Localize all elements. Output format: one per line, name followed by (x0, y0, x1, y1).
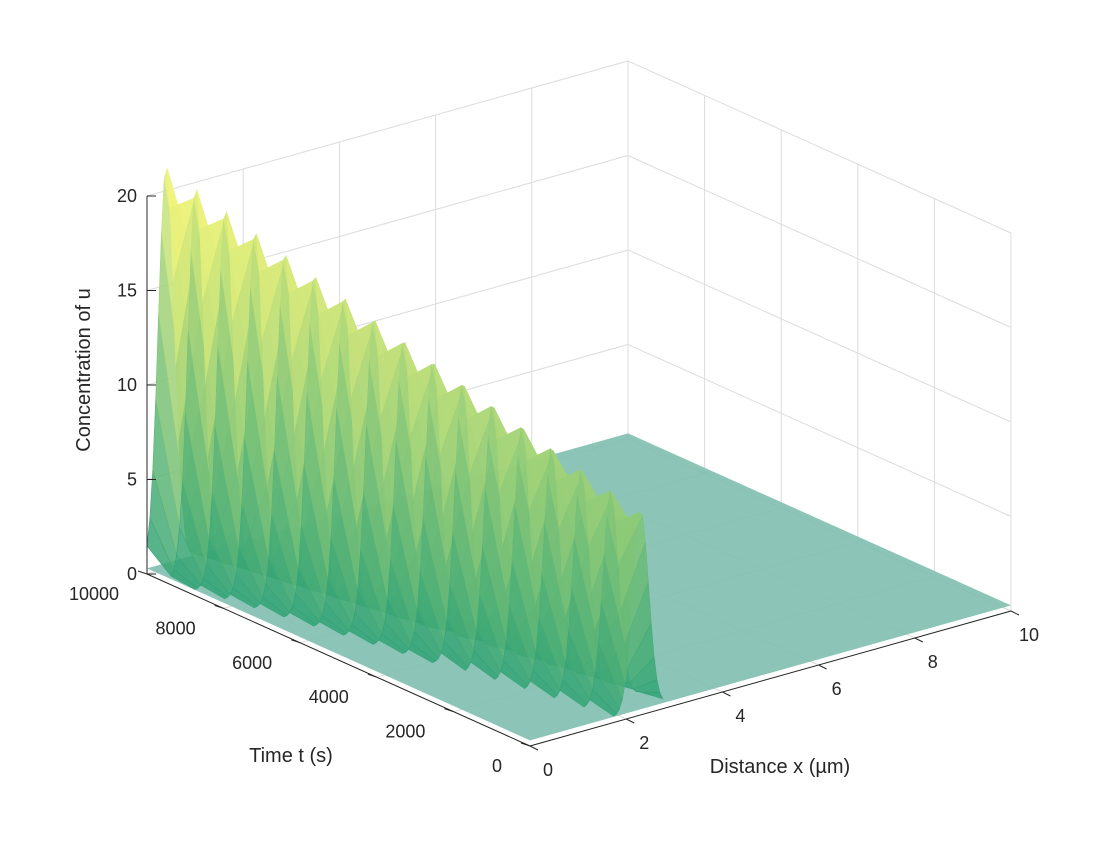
gridline-z-side-5 (627, 344, 1012, 517)
y-tick-mark-0 (520, 742, 531, 747)
x-axis-label: Distance x (µm) (710, 756, 850, 778)
gridline-z-side-10 (627, 249, 1012, 423)
z-tick-label-15: 15 (117, 281, 137, 301)
x-tick-label-0: 0 (543, 760, 553, 780)
x-tick-mark-0 (529, 745, 539, 751)
x-tick-mark-10 (1010, 610, 1020, 616)
y-tick-label-4000: 4000 (309, 687, 349, 707)
x-tick-mark-8 (914, 637, 924, 643)
x-tick-label-10: 10 (1019, 625, 1039, 645)
y-tick-mark-8000 (214, 604, 224, 609)
y-tick-label-10000: 10000 (69, 584, 119, 604)
x-tick-label-4: 4 (735, 706, 745, 726)
y-tick-label-2000: 2000 (385, 722, 425, 742)
x-tick-label-6: 6 (832, 679, 842, 699)
y-tick-mark-4000 (367, 673, 377, 678)
x-tick-label-8: 8 (928, 652, 938, 672)
axis-ticks: 0 2 4 6 8 10 0 2000 4000 6000 8000 10000 0 5 10 15 20 (69, 186, 1039, 780)
y-tick-label-8000: 8000 (156, 618, 196, 638)
x-tick-mark-4 (722, 691, 731, 697)
z-tick-label-0: 0 (127, 564, 137, 584)
x-tick-label-2: 2 (639, 733, 649, 753)
surface-patch (635, 691, 664, 700)
y-tick-mark-6000 (291, 639, 301, 644)
concentration-surface (146, 167, 1011, 741)
x-tick-mark-6 (818, 664, 827, 670)
z-axis-label: Concentration of u (73, 288, 95, 451)
y-tick-label-6000: 6000 (232, 653, 272, 673)
x-tick-mark-2 (625, 718, 635, 724)
z-tick-label-5: 5 (127, 470, 137, 490)
x-axis-line (529, 610, 1012, 747)
y-tick-label-0: 0 (492, 756, 502, 776)
z-tick-label-20: 20 (117, 186, 137, 206)
z-tick-label-10: 10 (117, 375, 137, 395)
y-axis-line (146, 573, 531, 747)
gridline-z-side-20 (627, 60, 1012, 234)
gridline-z-side-15 (627, 155, 1012, 328)
y-axis-label: Time t (s) (249, 745, 333, 767)
y-tick-mark-10000 (137, 570, 148, 575)
gridline-z-back-20 (146, 60, 629, 197)
y-tick-mark-2000 (444, 708, 454, 713)
